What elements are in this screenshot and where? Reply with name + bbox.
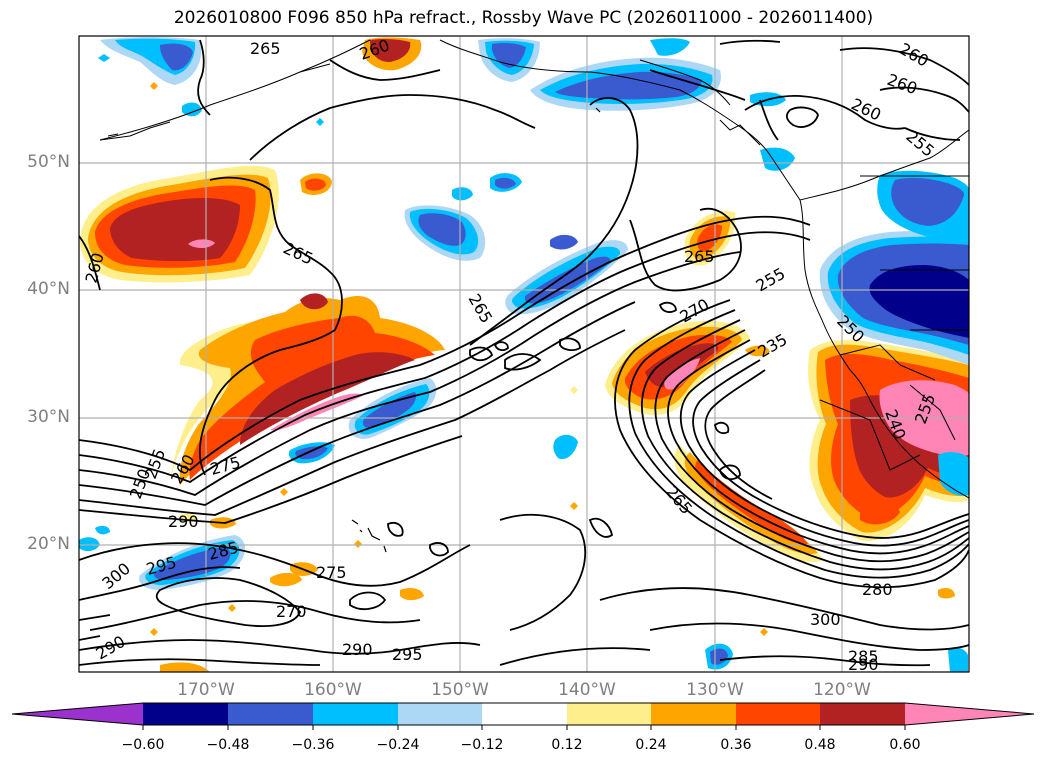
- colorbar-tick-label: −0.24: [376, 737, 420, 753]
- lon-label: 120°W: [813, 680, 871, 700]
- contour-label: 270: [276, 602, 307, 621]
- islands: [351, 107, 601, 553]
- lat-label: 50°N: [27, 152, 70, 172]
- lon-label: 130°W: [686, 680, 744, 700]
- contour-label: 265: [250, 39, 281, 58]
- lat-label: 40°N: [27, 279, 70, 299]
- map-frame: [78, 35, 970, 673]
- lon-label: 140°W: [558, 680, 616, 700]
- contour-label: 265: [684, 247, 715, 266]
- colorbar-tick-label: 0.60: [889, 737, 921, 753]
- lon-label: 160°W: [304, 680, 362, 700]
- colorbar-tick-label: 0.48: [804, 737, 836, 753]
- colorbar-tick-label: 0.24: [635, 737, 667, 753]
- colorbar-swatch: [651, 703, 736, 725]
- colorbar-swatch: [820, 703, 905, 725]
- colorbar-swatch: [398, 703, 482, 725]
- coastlines: [99, 39, 969, 499]
- colorbar-extend-high: [905, 703, 1034, 725]
- lat-label: 20°N: [27, 534, 70, 554]
- colorbar-tick-label: −0.36: [291, 737, 335, 753]
- contour-label: 285: [848, 647, 879, 666]
- contour-label: 290: [342, 640, 373, 659]
- contour-label: 280: [862, 580, 893, 599]
- colorbar-tick-label: 0.12: [551, 737, 583, 753]
- refractivity-contours: [79, 39, 969, 667]
- graticule: [79, 36, 969, 672]
- colorbar-tick-label: 0.36: [720, 737, 752, 753]
- contour-label: 300: [810, 610, 841, 629]
- colorbar-tick-label: −0.48: [206, 737, 250, 753]
- contour-label: 290: [848, 655, 879, 674]
- lon-label: 170°W: [177, 680, 235, 700]
- contour-label: 275: [316, 563, 347, 582]
- colorbar-swatch: [143, 703, 228, 725]
- map-title: 2026010800 F096 850 hPa refract., Rossby…: [173, 8, 874, 28]
- lon-label: 150°W: [431, 680, 489, 700]
- negative-anomaly-northeast: [760, 147, 969, 365]
- colorbar-tick-label: −0.60: [121, 737, 165, 753]
- colorbar-tick-label: −0.12: [460, 737, 504, 753]
- colorbar-swatch: [567, 703, 651, 725]
- colorbar-swatch: [482, 703, 567, 725]
- negative-anomaly-sw: [79, 452, 969, 672]
- contour-label: 295: [392, 645, 423, 664]
- colorbar-swatch: [228, 703, 313, 725]
- negative-anomaly-north: [98, 37, 786, 126]
- colorbar: [11, 702, 1035, 730]
- contour-label: 290: [168, 512, 199, 531]
- positive-anomaly-nw: [80, 165, 332, 283]
- colorbar-swatch: [313, 703, 398, 725]
- lat-label: 30°N: [27, 407, 70, 427]
- colorbar-extend-low: [12, 703, 143, 725]
- colorbar-swatch: [736, 703, 820, 725]
